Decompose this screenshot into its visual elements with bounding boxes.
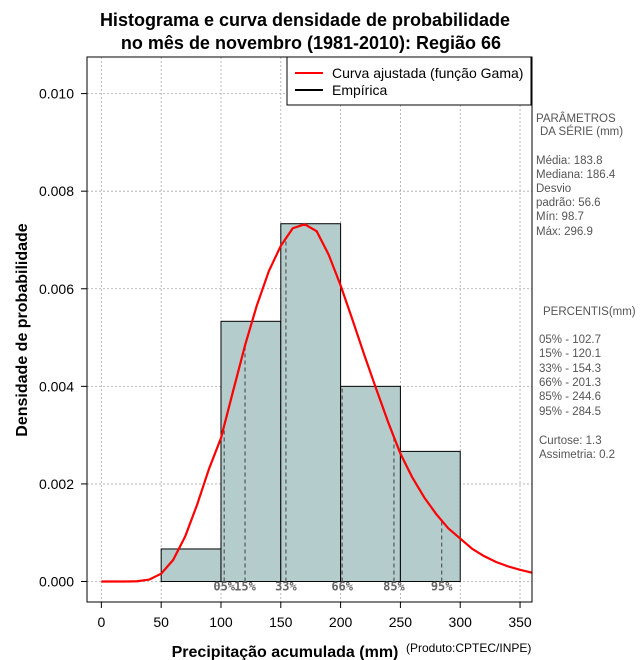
gamma-curve-layer (101, 223, 533, 583)
x-tick-label: 200 (329, 614, 353, 630)
percentile-label: 66% (331, 580, 353, 594)
percentile-label: 95% (431, 580, 453, 594)
gamma-curve (101, 223, 533, 583)
params-title-1: PARÂMETROS (536, 112, 616, 125)
legend: Curva ajustada (função Gama) Empírica (286, 56, 532, 106)
percentil-15: 15% - 120.1 (539, 348, 601, 360)
percentil-05: 05% - 102.7 (539, 334, 601, 346)
percentil-85: 85% - 244.6 (539, 391, 601, 403)
y-axis-label: Densidade de probabilidade (14, 223, 31, 436)
percentile-label: 85% (383, 580, 405, 594)
y-tick-label: 0.000 (39, 574, 74, 590)
x-tick-label: 300 (449, 614, 473, 630)
percentil-66: 66% - 201.3 (539, 377, 601, 389)
x-tick-label: 150 (269, 614, 293, 630)
percentil-33: 33% - 154.3 (539, 363, 601, 375)
percentis-title: PERCENTIS(mm) (543, 306, 636, 318)
y-axis: 0.000 0.002 0.004 0.006 0.008 0.010 (39, 86, 87, 590)
percentile-label: 05% (213, 580, 235, 594)
chart-title-line1: Histograma e curva densidade de probabil… (100, 10, 510, 30)
params-title-2: DA SÉRIE (mm) (540, 125, 623, 138)
x-tick-label: 0 (97, 614, 105, 630)
x-tick-label: 100 (209, 614, 233, 630)
histogram-bar (220, 320, 282, 583)
credit-label: (Produto:CPTEC/INPE) (406, 641, 531, 655)
param-desvio-2: padrão: 56.6 (536, 197, 601, 209)
percentile-lines (223, 238, 443, 582)
side-panel: PARÂMETROS DA SÉRIE (mm) Média: 183.8 Me… (536, 112, 636, 461)
y-tick-label: 0.008 (39, 183, 74, 199)
param-mediana: Mediana: 186.4 (536, 169, 616, 181)
legend-curve-label: Curva ajustada (função Gama) (332, 65, 523, 81)
x-tick-label: 50 (153, 614, 169, 630)
percentile-labels: 05% 15% 33% 66% 85% 95% (213, 580, 453, 594)
x-tick-label: 250 (389, 614, 413, 630)
x-axis-label: Precipitação acumulada (mm) (172, 644, 399, 660)
y-tick-label: 0.004 (39, 378, 74, 394)
param-min: Mín: 98.7 (536, 211, 584, 223)
histogram-bar (280, 223, 342, 583)
chart-title-line2: no mês de novembro (1981-2010): Região 6… (121, 33, 501, 53)
histogram-bars (160, 223, 461, 583)
y-tick-label: 0.010 (39, 86, 74, 102)
param-media: Média: 183.8 (536, 155, 603, 167)
legend-box (286, 56, 532, 106)
legend-empirical-label: Empírica (332, 82, 387, 98)
param-desvio-1: Desvio (536, 183, 571, 195)
percentil-95: 95% - 284.5 (539, 406, 601, 418)
x-axis: 0 50 100 150 200 250 300 350 (97, 602, 532, 630)
curtose: Curtose: 1.3 (539, 435, 602, 447)
percentile-label: 33% (275, 580, 297, 594)
histogram-bar (340, 385, 401, 583)
histogram-bar (160, 548, 222, 583)
y-tick-label: 0.002 (39, 476, 74, 492)
param-max: Máx: 296.9 (536, 226, 593, 238)
y-tick-label: 0.006 (39, 281, 74, 297)
percentile-label: 15% (234, 580, 256, 594)
x-tick-label: 350 (508, 614, 532, 630)
assimetria: Assimetria: 0.2 (539, 449, 615, 461)
